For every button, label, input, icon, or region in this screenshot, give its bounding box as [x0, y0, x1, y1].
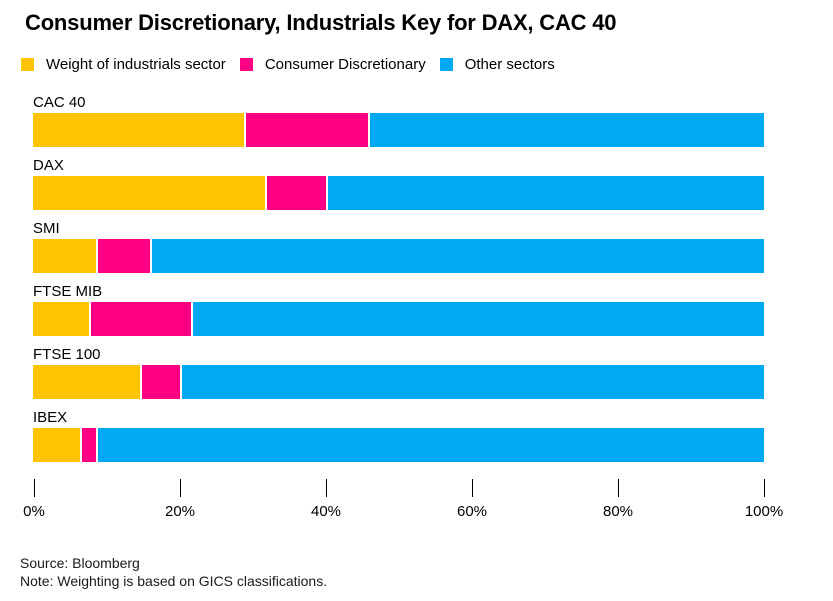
footer: Source: Bloomberg Note: Weighting is bas…	[20, 555, 327, 590]
x-tick-label: 20%	[164, 503, 196, 520]
bar-segment-consumer-discretionary	[82, 428, 97, 462]
category-label: FTSE MIB	[33, 283, 103, 300]
category-label: SMI	[33, 220, 60, 237]
legend: Weight of industrials sector Consumer Dis…	[21, 56, 555, 73]
bar-segment-other-sectors	[369, 113, 764, 147]
x-axis: 0% 20% 40% 60% 80% 100%	[23, 479, 783, 525]
legend-swatch-consumer-discretionary	[239, 58, 253, 71]
x-tick-mark	[618, 479, 619, 497]
bar-segment-consumer-discretionary	[141, 365, 180, 399]
bar-segment-consumer-discretionary	[266, 176, 326, 210]
x-tick-mark	[34, 479, 35, 497]
x-tick-mark	[326, 479, 327, 497]
bar-segment-consumer-discretionary	[90, 302, 192, 336]
x-tick-label: 100%	[744, 503, 784, 520]
bar-group-ibex: IBEX	[33, 407, 764, 462]
bar-segment-consumer-discretionary	[97, 239, 150, 273]
bar-segment-weight-of-industrials-sector	[33, 176, 265, 210]
source-note: Source: Bloomberg	[20, 555, 140, 571]
bar-group-cac-40: CAC 40	[33, 92, 764, 147]
bar-segment-other-sectors	[193, 302, 764, 336]
bar-segment-weight-of-industrials-sector	[33, 113, 244, 147]
legend-swatch-weight-of-industrials-sector	[21, 58, 34, 71]
stacked-bar	[33, 176, 764, 210]
legend-label: Other sectors	[464, 56, 555, 73]
bar-group-smi: SMI	[33, 218, 764, 273]
category-label: IBEX	[33, 409, 68, 426]
legend-item-consumer-discretionary: Consumer Discretionary	[239, 56, 426, 73]
bar-group-ftse-100: FTSE 100	[33, 344, 764, 399]
x-tick-label: 0%	[23, 503, 45, 520]
bar-group-dax: DAX	[33, 155, 764, 210]
methodology-note: Note: Weighting is based on GICS classif…	[20, 572, 328, 589]
stacked-bar	[33, 302, 764, 336]
stacked-bar	[33, 113, 764, 147]
chart-title: Consumer Discretionary, Industrials Key …	[25, 10, 617, 35]
legend-item-weight-of-industrials-sector: Weight of industrials sector	[21, 56, 226, 73]
category-label: CAC 40	[33, 94, 86, 111]
legend-label: Weight of industrials sector	[46, 56, 226, 73]
bar-group-ftse-mib: FTSE MIB	[33, 281, 764, 336]
bar-segment-other-sectors	[327, 176, 764, 210]
category-label: FTSE 100	[33, 346, 101, 363]
x-tick-label: 80%	[602, 503, 634, 520]
bar-segment-weight-of-industrials-sector	[33, 302, 89, 336]
x-tick-label: 40%	[310, 503, 342, 520]
category-label: DAX	[33, 157, 64, 174]
legend-swatch-other-sectors	[439, 58, 453, 71]
stacked-bar	[33, 365, 764, 399]
stacked-bar	[33, 239, 764, 273]
bar-segment-other-sectors	[151, 239, 764, 273]
x-tick-mark	[472, 479, 473, 497]
bar-segment-other-sectors	[181, 365, 764, 399]
bar-segment-consumer-discretionary	[245, 113, 368, 147]
stacked-bar	[33, 428, 764, 462]
legend-label: Consumer Discretionary	[264, 56, 426, 73]
x-tick-mark	[764, 479, 765, 497]
bar-segment-weight-of-industrials-sector	[33, 365, 140, 399]
x-tick-label: 60%	[456, 503, 488, 520]
legend-item-other-sectors: Other sectors	[439, 56, 555, 73]
bar-segment-other-sectors	[98, 428, 764, 462]
bar-segment-weight-of-industrials-sector	[33, 239, 96, 273]
x-tick-mark	[180, 479, 181, 497]
bar-segment-weight-of-industrials-sector	[33, 428, 81, 462]
